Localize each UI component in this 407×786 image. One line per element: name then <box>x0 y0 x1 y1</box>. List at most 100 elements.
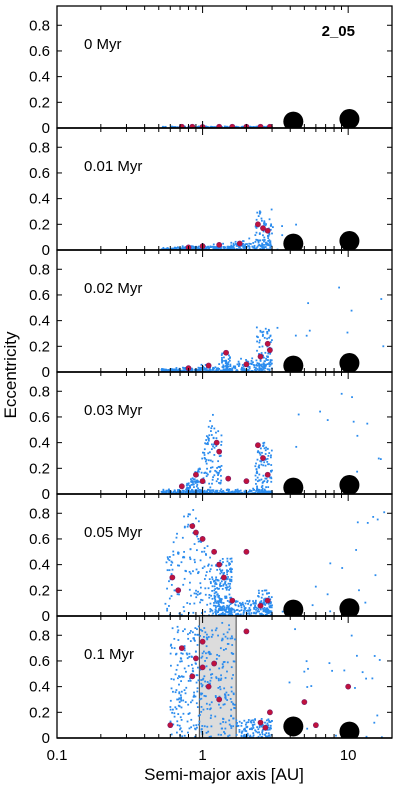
planetesimal-point <box>276 326 279 329</box>
planetesimal-point <box>269 604 272 607</box>
planetesimal-point <box>213 370 216 372</box>
planetesimal-point <box>265 607 268 610</box>
planetesimal-point <box>234 366 237 369</box>
planetesimal-point <box>173 712 176 715</box>
planetesimal-point <box>266 609 268 612</box>
planetesimal-point <box>200 489 203 492</box>
planetesimal-point <box>186 483 189 486</box>
planetesimal-point <box>209 470 211 473</box>
planetesimal-point <box>230 576 233 578</box>
planetesimal-point <box>209 679 212 682</box>
planetesimal-point <box>183 515 185 518</box>
planetesimal-point <box>199 490 202 493</box>
planetesimal-point <box>207 492 210 494</box>
planetesimal-point <box>220 440 223 443</box>
planetesimal-point <box>206 248 209 250</box>
planetesimal-point <box>231 490 234 493</box>
planetesimal-point <box>257 215 260 218</box>
y-tick-label: 0.6 <box>29 653 50 670</box>
planetesimal-point <box>205 652 207 655</box>
planetesimal-point <box>253 364 256 367</box>
planetesimal-point <box>180 561 183 564</box>
planetesimal-point <box>259 368 262 371</box>
planetesimal-point <box>248 736 251 738</box>
planetesimal-point <box>183 610 186 613</box>
y-tick-label: 0 <box>42 242 50 259</box>
planetesimal-point <box>220 733 222 736</box>
planetesimal-point <box>222 721 224 723</box>
planetesimal-point <box>307 667 309 670</box>
planetesimal-point <box>170 584 173 586</box>
planetesimal-point <box>186 525 189 528</box>
planetesimal-point <box>230 560 233 563</box>
planetesimal-point <box>245 726 248 728</box>
planetesimal-point <box>258 473 261 476</box>
planetesimal-point <box>209 491 212 493</box>
planetesimal-point <box>217 733 220 736</box>
planetesimal-point <box>240 357 242 360</box>
planetesimal-point <box>255 468 258 471</box>
embryo-point <box>199 638 206 645</box>
planetesimal-point <box>171 247 174 250</box>
planetesimal-point <box>254 599 257 602</box>
planetesimal-point <box>227 488 229 491</box>
planetesimal-point <box>194 246 196 249</box>
planetesimal-point <box>193 638 196 641</box>
planetesimal-point <box>225 360 227 363</box>
planetesimal-point <box>196 549 198 552</box>
planetesimal-point <box>188 611 190 614</box>
giant-planet-point <box>339 109 360 128</box>
planetesimal-point <box>181 245 184 248</box>
planetesimal-point <box>192 478 195 481</box>
planetesimal-point <box>246 734 249 737</box>
planetesimal-point <box>256 491 259 494</box>
planetesimal-point <box>191 247 194 250</box>
planetesimal-point <box>226 611 229 613</box>
planetesimal-point <box>206 545 209 548</box>
planetesimal-point <box>252 246 255 249</box>
planetesimal-point <box>231 608 234 611</box>
planetesimal-point <box>238 246 241 249</box>
planetesimal-point <box>185 670 187 673</box>
planetesimal-point <box>173 589 176 592</box>
planetesimal-point <box>206 633 208 636</box>
planetesimal-point <box>266 337 268 340</box>
planetesimal-point <box>250 603 253 606</box>
planetesimal-point <box>195 596 198 599</box>
planetesimal-point <box>257 239 260 242</box>
embryo-point <box>264 597 271 604</box>
planetesimal-point <box>268 368 271 371</box>
planetesimal-point <box>373 721 376 724</box>
planetesimal-point <box>181 536 184 539</box>
planetesimal-point <box>255 238 258 241</box>
planetesimal-point <box>197 540 200 543</box>
planetesimal-point <box>197 679 200 682</box>
planetesimal-point <box>221 356 223 359</box>
planetesimal-point <box>258 592 260 595</box>
planetesimal-point <box>259 453 262 456</box>
planetesimal-point <box>212 445 214 448</box>
planetesimal-point <box>247 365 249 368</box>
planetesimal-point <box>190 369 193 372</box>
planetesimal-point <box>180 718 183 721</box>
planetesimal-point <box>221 587 224 590</box>
planetesimal-point <box>218 607 221 610</box>
panel-5: 00.20.40.60.80.05 Myr <box>29 493 393 625</box>
planetesimal-point <box>230 666 233 669</box>
planetesimal-point <box>199 668 202 671</box>
planetesimal-point <box>191 489 194 492</box>
planetesimal-point <box>270 449 273 452</box>
planetesimal-point <box>212 490 215 493</box>
planetesimal-point <box>254 478 257 481</box>
planetesimal-point <box>267 240 270 242</box>
planetesimal-point <box>200 682 203 685</box>
planetesimal-point <box>224 727 227 730</box>
y-tick-label: 0.2 <box>29 216 50 233</box>
planetesimal-point <box>183 577 186 580</box>
planetesimal-point <box>267 352 270 355</box>
planetesimal-point <box>264 604 267 606</box>
planetesimal-point <box>266 479 269 482</box>
planetesimal-point <box>266 330 269 333</box>
planetesimal-point <box>252 727 255 729</box>
planetesimal-point <box>264 477 267 480</box>
